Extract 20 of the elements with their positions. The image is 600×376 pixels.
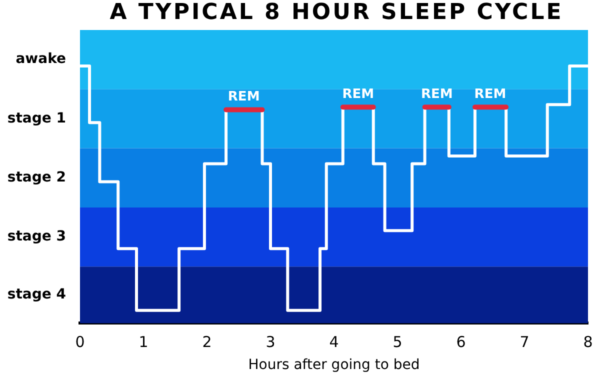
annotation: REM (420, 87, 453, 102)
x-tick-label: 5 (392, 333, 402, 352)
x-tick-label: 7 (520, 333, 530, 352)
annotation: REM (228, 90, 260, 105)
x-tick-label: 3 (266, 333, 276, 352)
x-tick-label: 2 (202, 333, 212, 352)
band-label: stage 3 (7, 228, 66, 245)
x-tick-label: 8 (583, 333, 593, 352)
annotation: REM (474, 87, 506, 102)
band-label: awake (16, 51, 66, 68)
x-tick-label: 0 (75, 333, 85, 352)
band-label: stage 1 (7, 110, 66, 126)
annotation: REM (342, 87, 374, 102)
band-label: stage 4 (7, 286, 66, 303)
x-tick-label: 1 (138, 333, 148, 352)
band-label: stage 2 (7, 170, 66, 186)
x-axis-title: Hours after going to bed (248, 357, 420, 374)
x-tick-label: 4 (329, 333, 339, 352)
chart-title: A TYPICAL 8 HOUR SLEEP CYCLE (108, 0, 564, 26)
x-tick-label: 6 (456, 333, 466, 352)
